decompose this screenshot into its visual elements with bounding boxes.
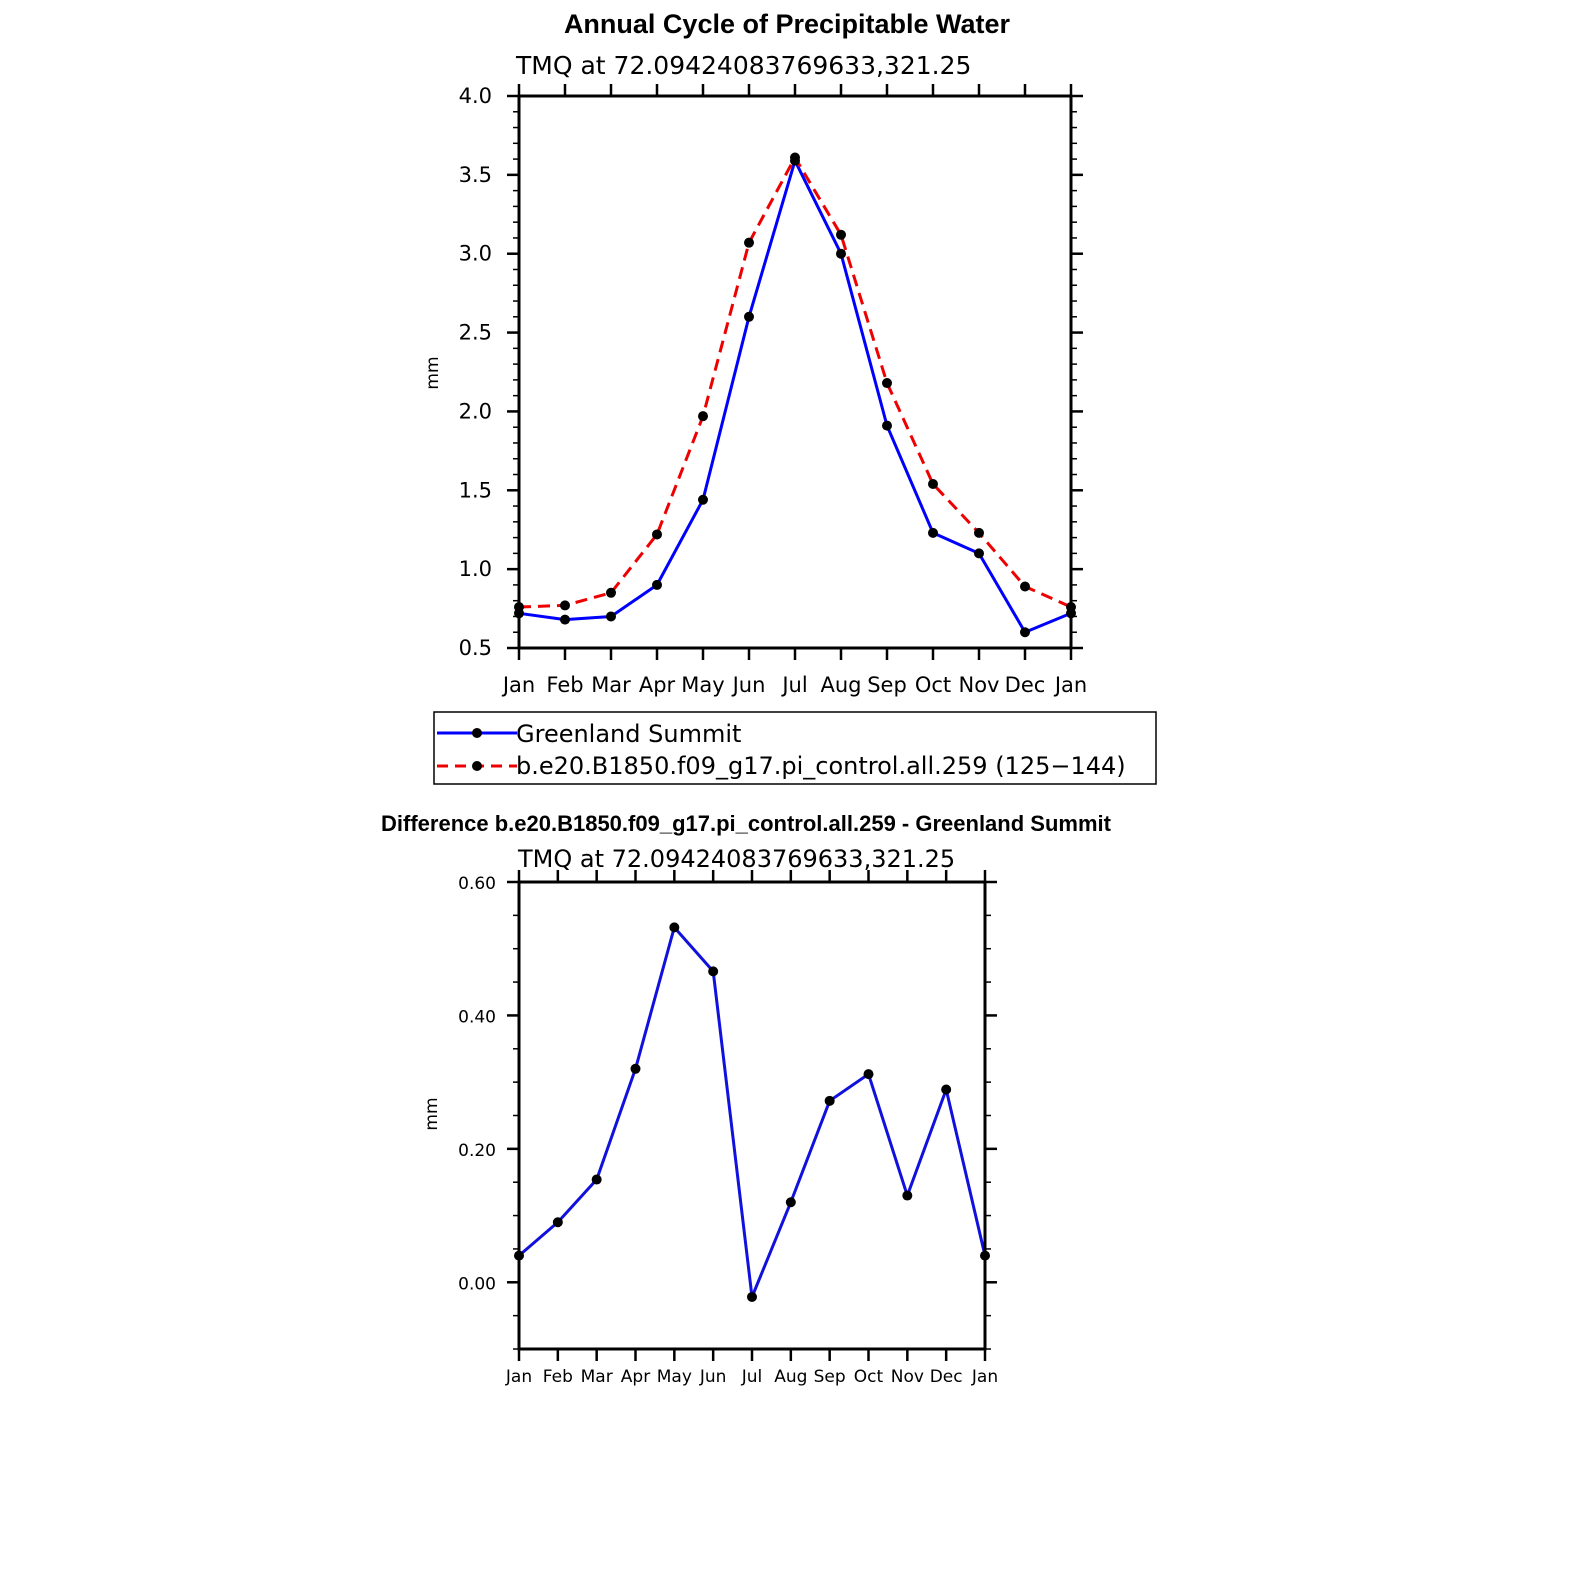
y-tick-label: 0.20 bbox=[458, 1141, 496, 1161]
y-tick-label: 3.0 bbox=[459, 242, 492, 266]
x-tick-label: Nov bbox=[959, 673, 1000, 697]
y-tick-label: 0.40 bbox=[458, 1007, 496, 1027]
data-point bbox=[882, 378, 892, 389]
x-tick-label: Dec bbox=[1005, 673, 1046, 697]
y-tick-label: 3.5 bbox=[459, 163, 492, 187]
data-point bbox=[941, 1084, 952, 1095]
x-tick-label: Feb bbox=[543, 1367, 573, 1387]
data-point bbox=[560, 600, 570, 611]
y-tick-label: 2.5 bbox=[459, 321, 492, 345]
x-tick-label: Nov bbox=[891, 1367, 924, 1387]
data-point bbox=[591, 1174, 602, 1185]
x-tick-label: Jan bbox=[971, 1367, 998, 1387]
x-tick-label: Jun bbox=[731, 673, 766, 697]
data-point bbox=[928, 527, 938, 538]
data-point bbox=[652, 579, 662, 590]
data-point bbox=[606, 611, 616, 622]
series-line-secondary bbox=[518, 156, 1072, 609]
y-tick-label: 1.0 bbox=[459, 557, 492, 581]
data-point bbox=[560, 614, 570, 625]
data-point bbox=[708, 966, 719, 977]
legend-marker-model bbox=[472, 761, 482, 771]
x-tick-label: Aug bbox=[820, 673, 861, 697]
data-point bbox=[1020, 581, 1030, 592]
data-point bbox=[744, 311, 754, 322]
data-point bbox=[652, 529, 662, 540]
diff-chart-subtitle: TMQ at 72.09424083769633,321.25 bbox=[517, 845, 955, 873]
chart-subtitle: TMQ at 72.09424083769633,321.25 bbox=[515, 51, 971, 80]
y-tick-label: 0.5 bbox=[459, 636, 492, 660]
data-point bbox=[974, 548, 984, 559]
data-point bbox=[902, 1190, 913, 1201]
x-tick-label: May bbox=[681, 673, 724, 697]
data-point bbox=[863, 1069, 874, 1080]
x-tick-label: Mar bbox=[591, 673, 631, 697]
x-tick-label: Jul bbox=[741, 1367, 763, 1387]
data-point bbox=[785, 1197, 796, 1208]
x-tick-label: Apr bbox=[621, 1367, 650, 1387]
chart-title: Annual Cycle of Precipitable Water bbox=[564, 9, 1011, 39]
x-tick-label: Aug bbox=[774, 1367, 807, 1387]
legend-box bbox=[433, 711, 1157, 785]
x-tick-label: Jan bbox=[501, 673, 535, 697]
data-point bbox=[747, 1291, 757, 1302]
x-tick-label: Apr bbox=[639, 673, 676, 697]
y-tick-label: 4.0 bbox=[459, 84, 492, 108]
data-point bbox=[836, 248, 846, 259]
data-point bbox=[744, 237, 754, 248]
y-tick-label: 0.60 bbox=[458, 874, 496, 894]
y-tick-label: 0.00 bbox=[458, 1274, 496, 1294]
x-tick-label: Jan bbox=[505, 1367, 532, 1387]
data-point bbox=[669, 922, 680, 933]
data-point bbox=[630, 1063, 641, 1074]
y-axis-label: mm bbox=[423, 356, 443, 389]
data-point bbox=[974, 527, 984, 538]
diff-plot-frame bbox=[517, 880, 987, 1351]
x-tick-label: Jun bbox=[699, 1367, 727, 1387]
x-tick-label: Sep bbox=[867, 673, 907, 697]
data-point bbox=[698, 411, 708, 422]
legend: Greenland Summit b.e20.B1850.f09_g17.pi_… bbox=[433, 711, 1157, 785]
data-point bbox=[552, 1217, 563, 1228]
diff-y-axis-label: mm bbox=[422, 1097, 442, 1130]
data-point bbox=[824, 1095, 835, 1106]
data-point bbox=[698, 494, 708, 505]
x-tick-label: May bbox=[657, 1367, 692, 1387]
x-tick-label: Oct bbox=[915, 673, 951, 697]
x-tick-label: Oct bbox=[854, 1367, 884, 1387]
x-tick-label: Jul bbox=[780, 673, 807, 697]
x-tick-label: Jan bbox=[1053, 673, 1087, 697]
data-point bbox=[1020, 627, 1030, 638]
legend-label-obs: Greenland Summit bbox=[516, 720, 741, 748]
data-point bbox=[836, 229, 846, 240]
y-tick-label: 2.0 bbox=[459, 399, 492, 423]
annual-cycle-chart: Annual Cycle of Precipitable Water TMQ a… bbox=[423, 9, 1087, 697]
x-tick-label: Sep bbox=[814, 1367, 846, 1387]
x-tick-label: Feb bbox=[546, 673, 583, 697]
data-point bbox=[790, 152, 800, 163]
y-tick-label: 1.5 bbox=[459, 478, 492, 502]
legend-marker-obs bbox=[472, 728, 482, 738]
series-line-primary bbox=[518, 159, 1072, 634]
series-line-primary bbox=[518, 925, 987, 1299]
data-point bbox=[606, 587, 616, 598]
data-point bbox=[928, 478, 938, 489]
x-tick-label: Dec bbox=[930, 1367, 963, 1387]
plot-frame bbox=[517, 94, 1073, 650]
data-point bbox=[882, 420, 892, 431]
diff-chart-title: Difference b.e20.B1850.f09_g17.pi_contro… bbox=[381, 811, 1112, 836]
difference-chart: Difference b.e20.B1850.f09_g17.pi_contro… bbox=[381, 811, 1112, 1387]
legend-label-model: b.e20.B1850.f09_g17.pi_control.all.259 (… bbox=[516, 752, 1126, 780]
x-tick-label: Mar bbox=[581, 1367, 613, 1387]
